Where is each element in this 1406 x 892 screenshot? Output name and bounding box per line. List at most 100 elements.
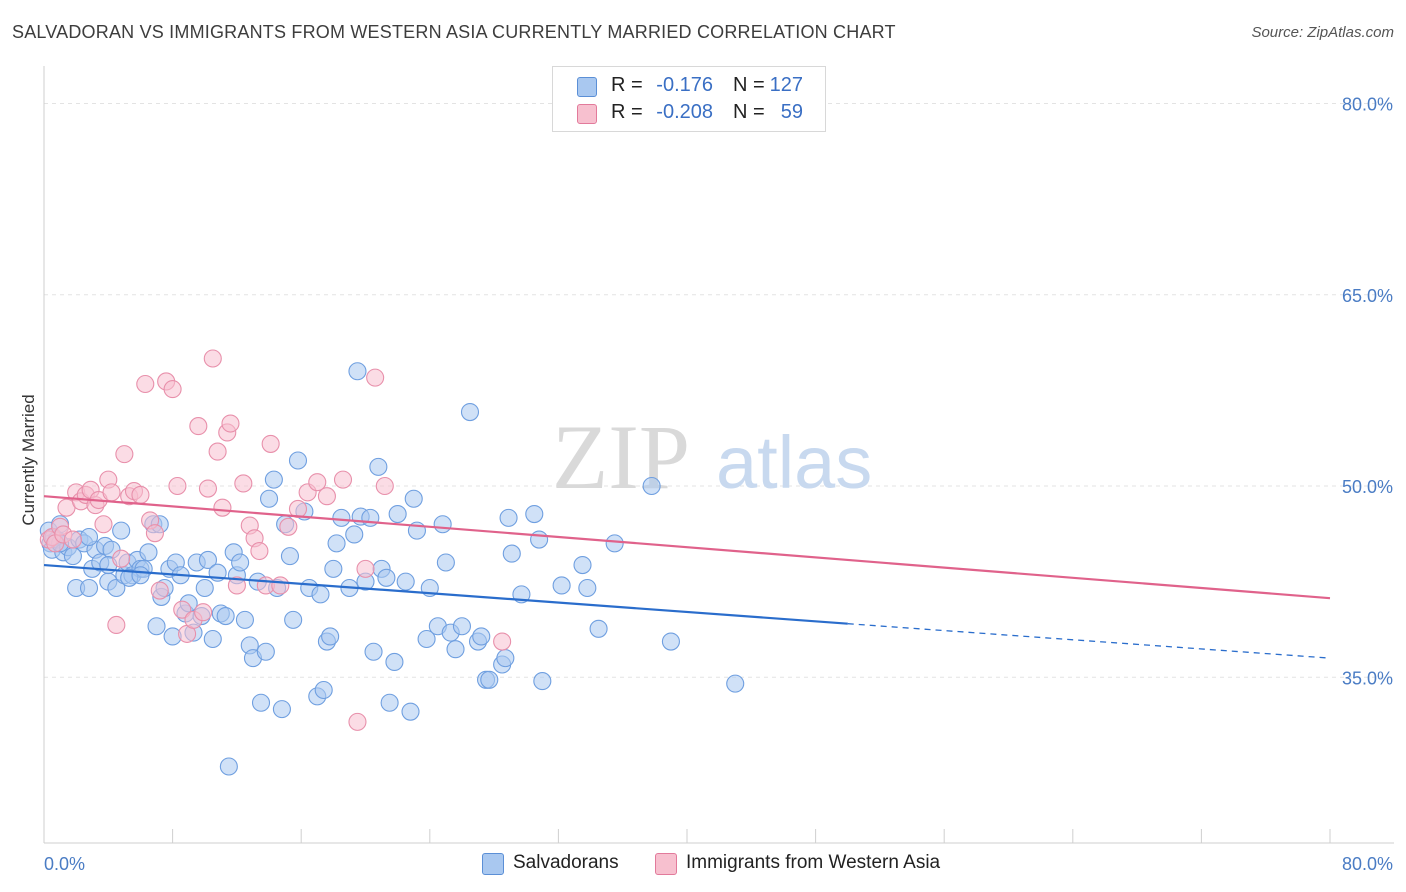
data-point	[321, 627, 340, 646]
legend-row-salvadorans: R = -0.176 N = 127	[553, 74, 825, 100]
legend-swatch-blue	[577, 77, 597, 97]
data-point	[348, 362, 367, 381]
data-point	[502, 544, 521, 563]
data-point	[198, 479, 218, 498]
data-point	[112, 521, 131, 540]
data-point	[333, 470, 353, 489]
data-point	[145, 524, 164, 543]
data-point	[308, 473, 327, 492]
data-point	[136, 374, 155, 394]
data-point	[369, 457, 388, 476]
data-point	[150, 581, 169, 600]
data-point	[480, 670, 499, 689]
data-point	[79, 578, 99, 598]
data-point	[499, 508, 518, 527]
y-tick-label: 80.0%	[1342, 95, 1393, 115]
data-point	[605, 534, 624, 553]
watermark-zip: ZIP	[552, 406, 690, 508]
bottom-legend-swatch-pink	[655, 853, 677, 875]
data-point	[221, 414, 240, 433]
data-point	[288, 451, 308, 470]
data-point	[231, 553, 250, 572]
data-point	[345, 525, 364, 544]
data-point	[163, 380, 182, 399]
data-point	[279, 517, 298, 536]
data-point	[195, 578, 214, 598]
data-point	[131, 566, 150, 585]
watermark-atlas: atlas	[716, 421, 872, 504]
data-point	[404, 489, 423, 508]
data-point	[314, 680, 333, 700]
data-point	[189, 417, 208, 436]
data-point	[642, 476, 661, 496]
data-point	[530, 530, 549, 549]
data-point	[261, 434, 280, 453]
data-point	[235, 610, 254, 629]
x-tick-label: 80.0%	[1342, 854, 1393, 874]
data-point	[385, 652, 404, 672]
data-point	[366, 368, 385, 387]
data-point	[311, 585, 330, 604]
salvadorans-trend-line	[43, 563, 848, 625]
data-point	[194, 603, 213, 622]
western-asia-points	[39, 349, 512, 731]
data-point	[112, 549, 131, 568]
data-point	[203, 349, 222, 368]
data-point	[533, 672, 552, 691]
data-point	[173, 600, 192, 619]
data-point	[552, 576, 571, 595]
y-axis-label: Currently Married	[19, 394, 38, 525]
data-point	[436, 553, 455, 572]
data-point	[147, 617, 166, 636]
chart-title: SALVADORAN VS IMMIGRANTS FROM WESTERN AS…	[12, 22, 896, 42]
bottom-legend-swatch-blue	[482, 853, 504, 875]
data-point	[460, 402, 480, 422]
bottom-legend-label: Salvadorans	[513, 852, 619, 873]
data-point	[251, 693, 271, 712]
data-point	[107, 578, 126, 598]
data-point	[102, 483, 121, 502]
data-point	[139, 543, 158, 562]
data-point	[446, 640, 465, 659]
data-point	[107, 615, 126, 635]
legend-n-value: 127	[769, 74, 803, 96]
y-tick-label: 35.0%	[1342, 668, 1393, 688]
data-point	[348, 712, 367, 731]
legend-row-western-asia: R = -0.208 N = 59	[553, 101, 825, 127]
data-point	[271, 576, 290, 595]
data-point	[284, 610, 303, 629]
data-point	[63, 530, 82, 549]
data-point	[317, 487, 336, 506]
data-point	[493, 632, 512, 651]
data-point	[496, 649, 515, 668]
legend-r-label: R =	[611, 101, 643, 123]
data-point	[288, 499, 308, 519]
data-point	[324, 559, 343, 578]
data-point	[227, 576, 246, 595]
legend-r-value: -0.176	[656, 74, 713, 96]
gridlines	[44, 103, 1394, 678]
data-point	[417, 629, 436, 649]
data-point	[115, 445, 134, 464]
data-point	[433, 515, 452, 534]
data-point	[198, 550, 218, 570]
salvadorans-trend-extension	[847, 623, 1331, 659]
data-point	[380, 693, 399, 712]
data-point	[661, 632, 680, 651]
data-point	[726, 674, 745, 693]
data-point	[250, 541, 269, 561]
bottom-legend-label: Immigrants from Western Asia	[686, 852, 941, 873]
data-point	[94, 515, 113, 534]
y-tick-label: 50.0%	[1342, 477, 1393, 497]
watermark: ZIP atlas	[552, 406, 872, 508]
legend-n-label: N =	[733, 101, 765, 123]
legend-n-value: 59	[780, 101, 803, 123]
data-point	[280, 547, 299, 566]
legend-r-label: R =	[611, 74, 643, 96]
data-point	[79, 527, 99, 547]
data-point	[578, 578, 597, 598]
data-point	[131, 485, 150, 504]
y-tick-label: 65.0%	[1342, 286, 1393, 306]
data-point	[388, 504, 407, 524]
